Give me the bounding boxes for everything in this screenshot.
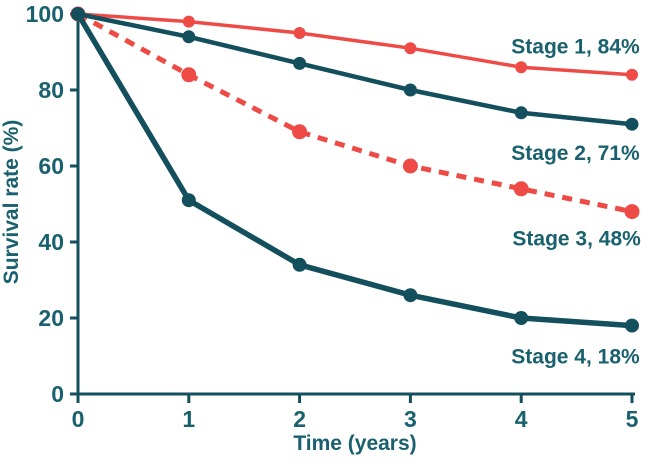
y-axis-title: Survival rate (%) [0,120,23,285]
y-tick-label: 0 [51,381,64,407]
series-stage-4 [71,7,639,333]
series-label-stage-3: Stage 3, 48% [512,228,641,251]
y-tick-label: 60 [38,153,64,179]
series-line [75,12,633,329]
data-point [181,193,196,208]
data-point [292,257,307,272]
data-point [403,83,417,97]
x-tick-label: 0 [72,406,85,432]
y-tick-label: 20 [38,305,64,331]
x-tick-label: 5 [626,406,639,432]
series-line [77,12,633,77]
data-point [403,288,418,303]
x-tick-label: 2 [293,406,306,432]
series-label-stage-4: Stage 4, 18% [511,345,640,368]
data-point [513,181,529,197]
data-point [182,15,195,28]
data-point [624,204,640,220]
data-point [625,318,639,333]
data-point [402,158,418,174]
data-point [404,42,417,55]
data-point [181,67,197,83]
data-point [182,30,196,44]
y-tick-label: 80 [38,77,64,103]
data-point [515,61,528,74]
series-stage-1 [72,8,638,81]
series-label-stage-2: Stage 2, 71% [511,142,640,165]
series-label-stage-1: Stage 1, 84% [511,36,640,59]
x-tick-label: 3 [404,406,417,432]
y-tick-label: 100 [26,1,64,27]
x-axis-title: Time (years) [293,432,416,455]
data-point [292,124,308,140]
series-line [76,11,633,215]
series-line [77,11,633,127]
data-point [293,56,307,70]
x-tick-label: 4 [515,406,528,432]
data-point [71,7,85,21]
data-point [514,311,529,325]
data-point [625,117,639,131]
y-tick-label: 40 [38,229,64,255]
data-point [514,106,528,120]
x-tick-label: 1 [182,406,195,432]
data-point [293,27,306,39]
data-point [626,68,638,81]
